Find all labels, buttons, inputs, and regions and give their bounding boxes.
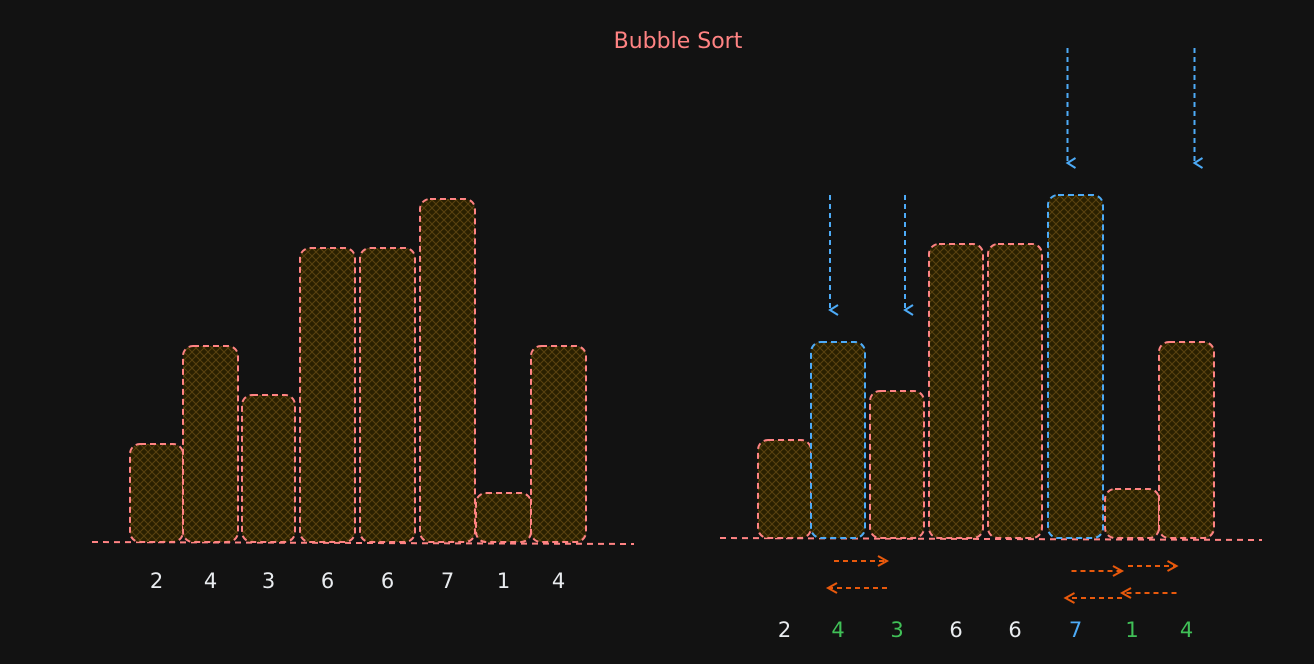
swap-arrowhead-right-1: [1112, 565, 1125, 577]
diagram-title: Bubble Sort: [614, 29, 743, 54]
after-value-label-6: 1: [1125, 618, 1138, 642]
after-bar-3: [928, 243, 984, 539]
before-bar-0: [129, 443, 184, 543]
after-baseline: [719, 537, 1263, 541]
after-value-label-7: 4: [1180, 618, 1193, 642]
after-value-label-2: 3: [890, 618, 903, 642]
before-bar-3: [299, 247, 356, 543]
after-array: 2 4 3 6 6 7 1 4: [719, 48, 1263, 642]
after-bar-1: [810, 341, 866, 539]
after-value-label-3: 6: [949, 618, 962, 642]
after-bar-6: [1104, 488, 1160, 539]
after-bar-5: [1047, 194, 1104, 539]
after-value-label-4: 6: [1008, 618, 1021, 642]
before-bar-4: [359, 247, 416, 543]
swap-arrowhead-left-0: [825, 582, 838, 594]
swap-arrows-2: [1119, 560, 1179, 599]
before-bar-1: [182, 345, 239, 543]
before-value-label-1: 4: [204, 569, 217, 593]
before-bar-7: [530, 345, 587, 543]
after-bar-7: [1158, 341, 1215, 539]
before-value-label-5: 7: [441, 569, 454, 593]
swap-arrows-0: [825, 555, 890, 594]
before-bar-5: [419, 198, 476, 543]
after-value-label-0: 2: [778, 618, 791, 642]
before-value-label-4: 6: [381, 569, 394, 593]
before-array: 2 4 3 6 6 7 1 4: [91, 198, 635, 593]
before-value-label-0: 2: [150, 569, 163, 593]
before-bar-6: [475, 492, 532, 543]
swap-arrowhead-left-1: [1063, 592, 1075, 604]
after-bar-0: [757, 439, 812, 539]
swap-arrowhead-right-2: [1167, 560, 1179, 572]
swap-arrowhead-left-2: [1119, 587, 1132, 599]
swap-arrowhead-right-0: [877, 555, 890, 567]
before-value-label-6: 1: [497, 569, 510, 593]
before-value-label-2: 3: [262, 569, 275, 593]
before-bar-2: [241, 394, 296, 543]
after-value-label-5: 7: [1069, 618, 1082, 642]
swap-arrows-1: [1063, 565, 1125, 604]
before-baseline: [91, 541, 635, 545]
after-bar-2: [869, 390, 925, 539]
before-value-label-7: 4: [552, 569, 565, 593]
before-value-label-3: 6: [321, 569, 334, 593]
after-bar-4: [987, 243, 1043, 539]
after-value-label-1: 4: [831, 618, 844, 642]
